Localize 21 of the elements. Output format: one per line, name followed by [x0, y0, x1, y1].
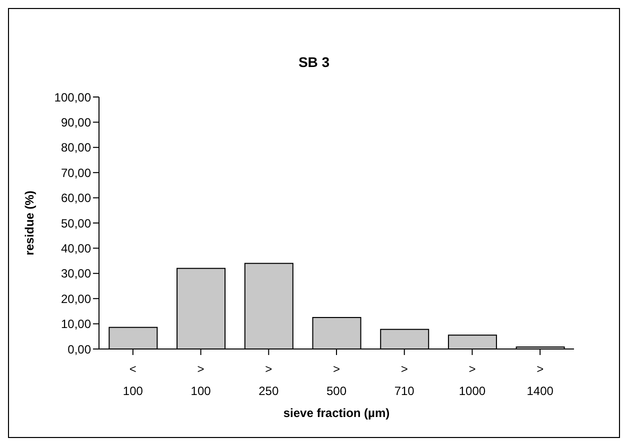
x-tick-label: > 1000 [458, 362, 486, 398]
x-tick-label: > 250 [258, 362, 279, 398]
x-tick-label: < 100 [122, 362, 144, 398]
x-axis-title: sieve fraction (µm) [283, 406, 390, 420]
y-tick-label: 50,00 [60, 216, 92, 230]
x-tick-label: > 1400 [526, 362, 554, 398]
y-tick-label: 0,00 [68, 342, 92, 356]
y-tick-label: 90,00 [60, 115, 92, 130]
y-tick-label: 30,00 [60, 266, 92, 281]
x-tick-label: > 710 [394, 362, 415, 398]
x-tick-label: > 500 [326, 362, 347, 398]
y-tick-label: 80,00 [60, 140, 92, 155]
y-tick-label: 60,00 [60, 191, 92, 206]
y-tick-label: 10,00 [60, 317, 92, 332]
y-tick-label: 70,00 [60, 166, 92, 180]
y-tick-label: 100,00 [54, 90, 92, 104]
y-axis-title: residue (%) [22, 190, 36, 256]
y-tick-label: 40,00 [60, 241, 92, 256]
chart-title: SB 3 [297, 54, 331, 70]
y-tick-label: 20,00 [60, 292, 92, 306]
x-tick-label: > 100 [190, 362, 212, 398]
